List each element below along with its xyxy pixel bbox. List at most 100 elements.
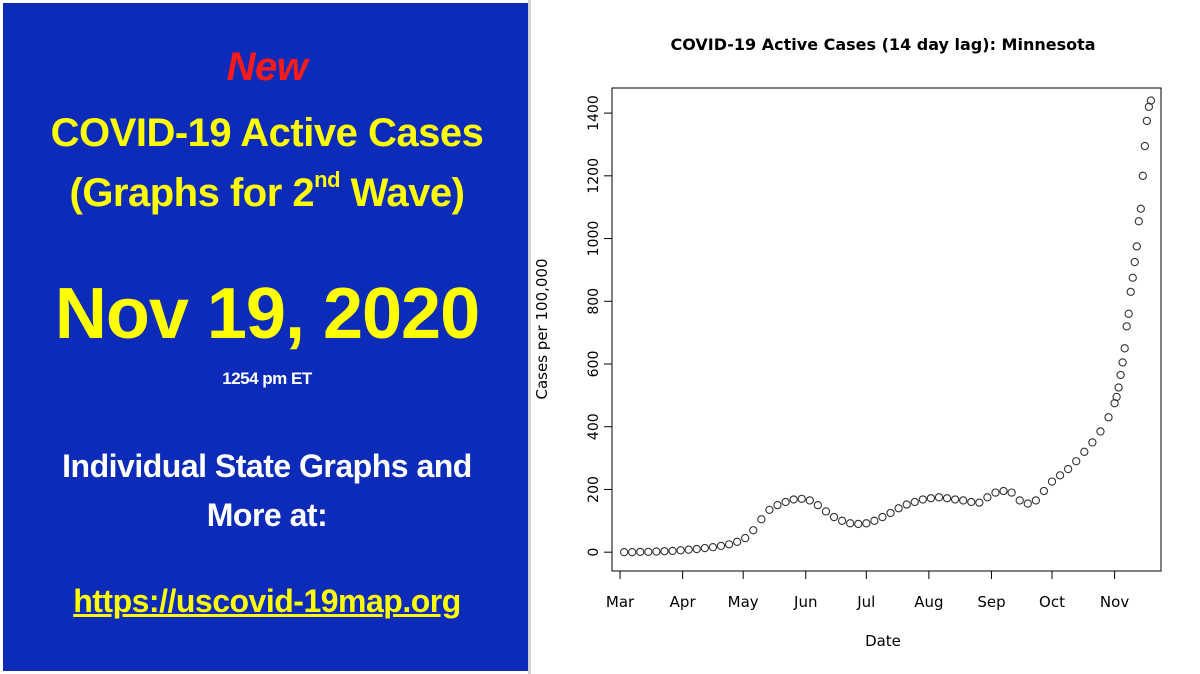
- data-point: [781, 497, 790, 507]
- data-point: [1088, 438, 1097, 447]
- y-axis: 0 200 400 600 800 1000 1200 1400: [586, 95, 613, 557]
- data-point: [918, 495, 927, 504]
- data-point: [886, 508, 895, 518]
- x-tick-label: Mar: [606, 593, 635, 611]
- data-point: [749, 526, 758, 535]
- data-point: [1007, 488, 1016, 497]
- data-point: [652, 547, 661, 556]
- data-point: [789, 495, 798, 504]
- data-point: [991, 488, 1000, 497]
- y-tick-label: 0: [586, 548, 602, 557]
- data-point: [959, 496, 968, 505]
- data-point: [805, 496, 814, 505]
- data-point: [1138, 171, 1147, 180]
- data-point: [1122, 322, 1131, 331]
- x-tick-label: Oct: [1039, 593, 1065, 611]
- headline-line-2: (Graphs for 2nd Wave): [3, 169, 531, 216]
- data-point: [1080, 447, 1089, 456]
- data-point: [894, 504, 903, 513]
- headline-line-2-prefix: (Graphs for 2: [69, 171, 315, 215]
- data-point: [797, 494, 806, 504]
- y-tick-label: 400: [586, 413, 602, 440]
- report-date: Nov 19, 2020: [54, 274, 480, 354]
- data-point: [676, 546, 685, 555]
- data-point: [813, 500, 823, 510]
- data-point: [1072, 457, 1081, 466]
- data-point: [741, 533, 750, 543]
- chart-title: COVID-19 Active Cases (14 day lag): Minn…: [670, 35, 1095, 54]
- data-point: [902, 500, 911, 509]
- data-point: [1128, 273, 1137, 282]
- more-info-line-2: More at:: [206, 497, 328, 533]
- y-tick-label: 800: [586, 288, 602, 315]
- data-point: [773, 500, 782, 510]
- data-point: [870, 516, 879, 525]
- data-point: [1047, 477, 1057, 486]
- data-point: [975, 498, 984, 507]
- active-cases-chart: COVID-19 Active Cases (14 day lag): Minn…: [533, 35, 1162, 650]
- data-point: [636, 547, 645, 557]
- website-link[interactable]: https://uscovid-19map.org: [73, 583, 461, 619]
- data-point: [700, 543, 709, 553]
- data-point: [1132, 242, 1141, 251]
- x-axis: Mar Apr May Jun Jul Aug Sep Oct Nov: [606, 570, 1129, 611]
- data-point: [1124, 309, 1133, 318]
- chart-panel: COVID-19 Active Cases (14 day lag): Minn…: [531, 0, 1200, 674]
- data-point: [619, 548, 629, 557]
- data-point: [829, 512, 839, 522]
- data-point: [1120, 344, 1129, 353]
- y-tick-label: 600: [586, 351, 602, 378]
- plot-frame: [611, 87, 1162, 572]
- data-point: [692, 544, 701, 554]
- data-point: [1130, 257, 1139, 267]
- data-point: [757, 515, 766, 524]
- data-point: [644, 547, 653, 557]
- data-point: [854, 519, 863, 529]
- x-tick-label: Jun: [793, 593, 817, 611]
- y-tick-label: 1200: [586, 158, 602, 194]
- x-tick-label: Apr: [670, 593, 697, 611]
- data-point: [1140, 141, 1149, 151]
- data-point: [837, 516, 847, 525]
- data-point: [1142, 116, 1152, 126]
- data-point: [660, 547, 669, 556]
- data-point: [878, 512, 887, 522]
- data-point: [942, 494, 952, 503]
- data-point: [1104, 413, 1113, 422]
- x-tick-label: Nov: [1100, 593, 1129, 611]
- headline-line-1: COVID-19 Active Cases: [50, 111, 484, 155]
- data-point: [950, 495, 960, 504]
- data-point: [1055, 471, 1065, 480]
- data-point: [1112, 392, 1121, 402]
- report-time: 1254 pm ET: [222, 369, 312, 388]
- data-point: [846, 519, 855, 528]
- x-tick-label: May: [728, 593, 759, 611]
- x-tick-label: Sep: [977, 593, 1005, 611]
- data-point: [1039, 486, 1049, 496]
- data-point: [1015, 496, 1024, 505]
- data-point: [934, 493, 944, 502]
- data-point: [967, 497, 976, 507]
- data-point: [1118, 358, 1127, 367]
- headline-line-2-suffix: Wave): [340, 171, 465, 215]
- data-point: [732, 537, 742, 546]
- data-point: [862, 519, 871, 528]
- data-point: [1126, 287, 1135, 297]
- data-point: [765, 505, 774, 514]
- data-point: [1116, 370, 1125, 380]
- data-point: [821, 507, 831, 516]
- x-axis-label: Date: [865, 632, 901, 650]
- data-point: [724, 540, 734, 549]
- data-point: [1064, 464, 1073, 474]
- data-point: [1146, 96, 1156, 105]
- data-point: [1134, 217, 1143, 226]
- y-tick-label: 1400: [586, 95, 602, 131]
- panel-divider: [528, 0, 531, 674]
- x-tick-label: Aug: [914, 593, 943, 611]
- data-point: [1114, 383, 1123, 392]
- more-info-line-1: Individual State Graphs and: [62, 448, 472, 484]
- data-point: [668, 546, 677, 556]
- data-point: [926, 494, 936, 503]
- data-point: [910, 497, 919, 507]
